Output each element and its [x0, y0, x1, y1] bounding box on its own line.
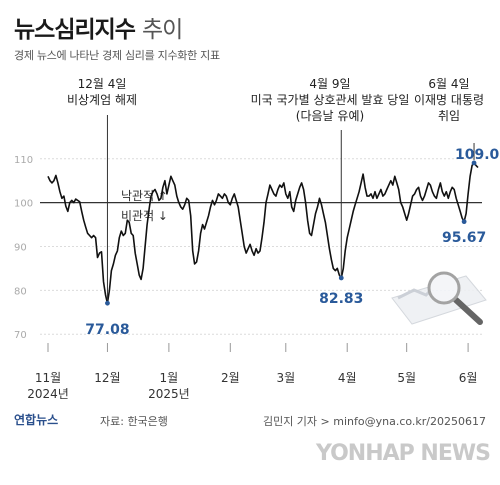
title-main: 뉴스심리지수 — [14, 17, 136, 43]
y-tick-label-90: 90 — [14, 243, 27, 254]
x-tick-label-1: 12월 — [94, 371, 120, 385]
x-tick-label-7: 6월 — [459, 371, 478, 385]
annotation-label-1-0: 4월 9일 — [309, 77, 350, 91]
y-tick-label-80: 80 — [14, 286, 27, 297]
title-light: 추이 — [141, 17, 183, 43]
page-title: 뉴스심리지수 추이 — [14, 10, 183, 44]
page-subtitle: 경제 뉴스에 나타난 경제 심리를 지수화한 지표 — [14, 49, 220, 62]
magnifier-lens — [427, 271, 461, 305]
annotation-point-1 — [338, 275, 344, 281]
x-tick-sublabel-2: 2025년 — [148, 387, 190, 401]
x-tick-label-4: 3월 — [276, 371, 295, 385]
yonhap-logo: 연합뉴스 — [14, 413, 59, 427]
x-tick-label-6: 5월 — [397, 371, 416, 385]
y-tick-label-100: 100 — [14, 199, 33, 210]
annotation-value-0: 77.08 — [85, 322, 129, 338]
x-tick-label-3: 2월 — [221, 371, 240, 385]
annotation-point-2 — [471, 160, 477, 166]
source-text: 자료: 한국은행 — [100, 415, 168, 428]
annotation-point-3 — [461, 219, 467, 225]
annotation-label-0-1: 비상계엄 해제 — [67, 93, 137, 107]
x-tick-sublabel-0: 2024년 — [27, 387, 69, 401]
annotation-label-2-2: 취임 — [438, 109, 460, 123]
y-tick-label-70: 70 — [14, 330, 27, 341]
annotation-label-2-0: 6월 4일 — [428, 77, 469, 91]
annotation-value-1: 82.83 — [319, 291, 363, 307]
annotation-value-2: 109.05 — [455, 147, 500, 163]
annotation-label-0-0: 12월 4일 — [78, 77, 127, 91]
annotation-point-0 — [105, 300, 110, 306]
annotation-value-3: 95.67 — [442, 230, 486, 246]
magnifier-handle — [453, 297, 483, 325]
x-tick-label-2: 1월 — [160, 371, 179, 385]
magnifier-icon — [391, 271, 487, 325]
legend-pessimistic: 비관적 ↓ — [121, 209, 168, 223]
y-tick-label-110: 110 — [14, 155, 33, 166]
annotation-label-1-2: (다음날 유예) — [296, 109, 364, 123]
annotation-label-1-1: 미국 국가별 상호관세 발효 당일 — [251, 93, 410, 107]
series-line — [47, 162, 479, 305]
credit-text: 김민지 기자 > minfo@yna.co.kr/20250617 — [262, 415, 486, 428]
x-tick-label-0: 11월 — [35, 371, 61, 385]
annotation-label-2-1: 이재명 대통령 — [414, 93, 484, 107]
x-tick-label-5: 4월 — [338, 371, 357, 385]
watermark: YONHAP NEWS — [315, 441, 491, 466]
